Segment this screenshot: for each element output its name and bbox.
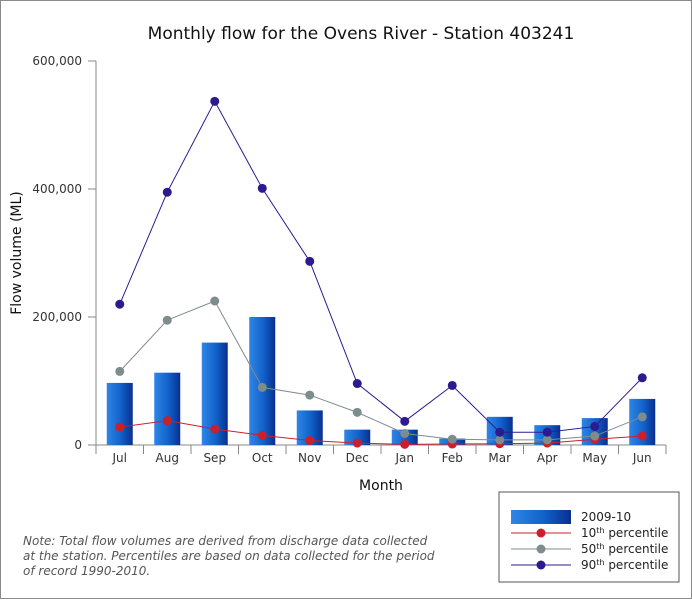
series-point	[162, 187, 172, 197]
series-line	[119, 420, 643, 445]
legend-box	[498, 491, 680, 583]
series-point	[495, 427, 505, 437]
series-point	[590, 421, 600, 431]
series-point	[542, 435, 552, 445]
x-tick-label: Dec	[346, 451, 369, 465]
series-point	[447, 434, 457, 444]
series-point	[210, 96, 220, 106]
series-point	[495, 435, 505, 445]
series-point	[447, 380, 457, 390]
note-line: Note: Total flow volumes are derived fro…	[23, 534, 428, 548]
y-tick-label: 600,000	[32, 54, 82, 68]
series-point	[352, 407, 362, 417]
x-tick-label: Mar	[488, 451, 511, 465]
series-point	[305, 390, 315, 400]
series-point	[210, 424, 220, 434]
x-tick-label: Sep	[203, 451, 226, 465]
legend-marker	[536, 528, 546, 538]
legend-label: 50th percentile	[581, 542, 668, 556]
x-tick-label: Oct	[252, 451, 273, 465]
series-point	[352, 438, 362, 448]
x-axis-label: Month	[359, 478, 403, 494]
chart-title: Monthly flow for the Ovens River - Stati…	[148, 24, 575, 44]
series-point	[162, 315, 172, 325]
y-tick-labels: 0 200,000 400,000 600,000	[32, 54, 82, 452]
series-line	[119, 100, 643, 433]
bar	[154, 372, 181, 445]
note-line: of record 1990-2010.	[23, 564, 151, 578]
series-point	[400, 428, 410, 438]
bars	[106, 317, 656, 445]
series-point	[637, 431, 647, 441]
series-point	[162, 416, 172, 426]
x-tick-label: Feb	[442, 451, 463, 465]
x-tick-label: May	[582, 451, 607, 465]
series-point	[257, 382, 267, 392]
legend-line-entries: 10th percentile 50th percentile 90th perce…	[511, 526, 668, 572]
x-tick-label: Jan	[395, 451, 415, 465]
legend-marker	[536, 544, 546, 554]
note-line: at the station. Percentiles are based on…	[23, 549, 435, 563]
legend-label-bar: 2009-10	[581, 510, 631, 524]
series-point	[257, 430, 267, 440]
percentile-lines	[115, 96, 647, 449]
legend-swatch-bar	[511, 510, 571, 524]
axes	[88, 60, 667, 454]
series-point	[305, 436, 315, 446]
series-point	[115, 422, 125, 432]
chart-note: Note: Total flow volumes are derived fro…	[23, 534, 443, 579]
series-point	[352, 379, 362, 389]
series-point	[305, 256, 315, 266]
bar	[249, 317, 276, 445]
x-tick-labels: Jul Aug Sep Oct Nov Dec Jan Feb Mar Apr May Jun	[112, 451, 652, 465]
x-tick-label: Apr	[537, 451, 558, 465]
series-point	[542, 427, 552, 437]
series-point	[590, 431, 600, 441]
x-tick-label: Jun	[632, 451, 652, 465]
legend-marker	[536, 560, 546, 570]
legend-label: 10th percentile	[581, 526, 668, 540]
series-point	[400, 416, 410, 426]
series-point	[115, 299, 125, 309]
legend: 2009-10 10th percentile 50th percentile 90…	[498, 491, 680, 583]
y-tick-label: 0	[74, 438, 82, 452]
x-tick-label: Jul	[112, 451, 127, 465]
y-tick-label: 400,000	[32, 182, 82, 196]
series-point	[257, 183, 267, 193]
series-point	[115, 366, 125, 376]
x-tick-label: Nov	[298, 451, 321, 465]
series-point	[637, 412, 647, 422]
series-point	[637, 373, 647, 383]
bar	[106, 382, 133, 445]
series-point	[210, 296, 220, 306]
x-tick-label: Aug	[156, 451, 179, 465]
legend-label: 90th percentile	[581, 558, 668, 572]
series-point	[400, 439, 410, 449]
bar	[344, 429, 371, 445]
series-line	[119, 300, 643, 441]
y-axis-label: Flow volume (ML)	[9, 191, 25, 315]
y-tick-label: 200,000	[32, 310, 82, 324]
